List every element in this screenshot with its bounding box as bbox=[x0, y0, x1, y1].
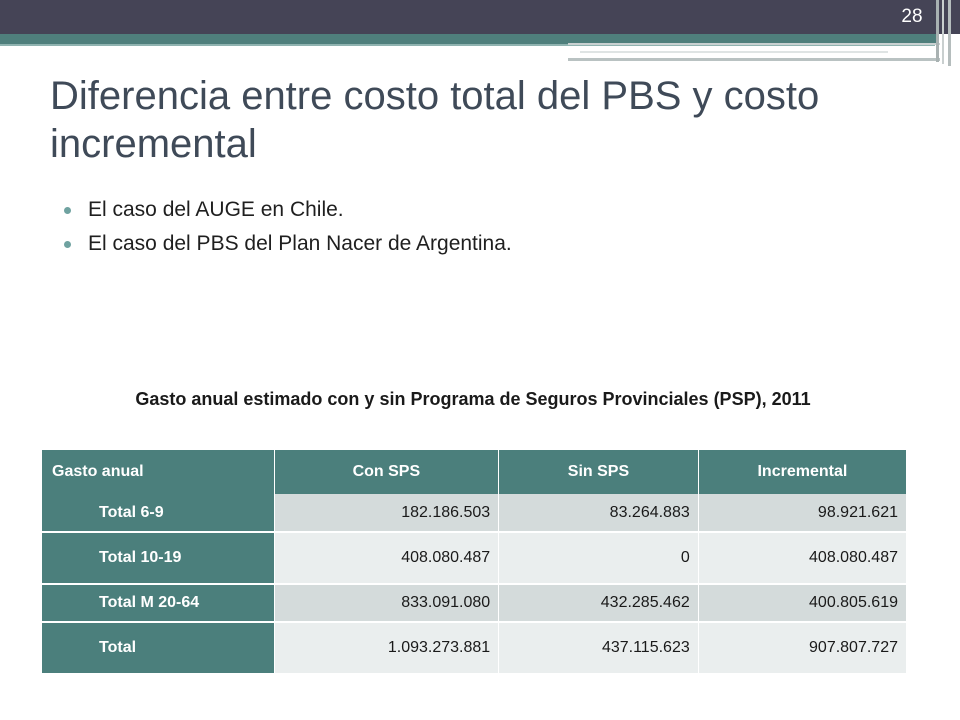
bullet-text: El caso del AUGE en Chile. bbox=[88, 198, 344, 221]
column-header: Gasto anual bbox=[42, 450, 275, 494]
table-cell: 833.091.080 bbox=[274, 584, 500, 623]
decor-band-thin bbox=[0, 44, 935, 46]
bullet-icon bbox=[64, 207, 71, 214]
data-table: Gasto anual Con SPS Sin SPS Incremental … bbox=[42, 450, 906, 675]
table-cell: 400.805.619 bbox=[698, 584, 906, 623]
bullet-list: El caso del AUGE en Chile. El caso del P… bbox=[60, 194, 512, 262]
table-cell: 408.080.487 bbox=[698, 532, 906, 585]
table-cell: 907.807.727 bbox=[698, 622, 906, 675]
bullet-item: El caso del AUGE en Chile. bbox=[60, 194, 512, 226]
decor-vline bbox=[936, 0, 939, 62]
table-cell: 437.115.623 bbox=[498, 622, 699, 675]
row-label: Total bbox=[42, 622, 275, 675]
row-label: Total M 20-64 bbox=[42, 584, 275, 623]
bullet-icon bbox=[64, 241, 71, 248]
decor-band bbox=[0, 34, 936, 44]
column-header: Sin SPS bbox=[498, 450, 699, 494]
row-label: Total 10-19 bbox=[42, 532, 275, 585]
table-cell: 83.264.883 bbox=[498, 494, 699, 533]
table-header-row: Gasto anual Con SPS Sin SPS Incremental bbox=[42, 450, 906, 494]
table-cell: 98.921.621 bbox=[698, 494, 906, 533]
column-header: Incremental bbox=[698, 450, 906, 494]
table-row: Total 6-9 182.186.503 83.264.883 98.921.… bbox=[42, 494, 906, 533]
slide-title: Diferencia entre costo total del PBS y c… bbox=[50, 74, 820, 166]
decor-line bbox=[568, 58, 940, 61]
table-row: Total 1.093.273.881 437.115.623 907.807.… bbox=[42, 622, 906, 675]
table-cell: 0 bbox=[498, 532, 699, 585]
column-header: Con SPS bbox=[274, 450, 500, 494]
decor-line bbox=[568, 43, 940, 45]
slide-number: 28 bbox=[901, 6, 923, 27]
decor-line bbox=[580, 51, 888, 53]
table-caption: Gasto anual estimado con y sin Programa … bbox=[135, 389, 811, 409]
table-row: Total 10-19 408.080.487 0 408.080.487 bbox=[42, 532, 906, 585]
decor-vline bbox=[942, 0, 944, 64]
bullet-item: El caso del PBS del Plan Nacer de Argent… bbox=[60, 228, 512, 260]
row-label: Total 6-9 bbox=[42, 494, 275, 533]
top-bar bbox=[0, 0, 960, 34]
table-cell: 1.093.273.881 bbox=[274, 622, 500, 675]
table-cell: 432.285.462 bbox=[498, 584, 699, 623]
table-cell: 182.186.503 bbox=[274, 494, 500, 533]
table-cell: 408.080.487 bbox=[274, 532, 500, 585]
decor-vline bbox=[948, 0, 951, 66]
bullet-text: El caso del PBS del Plan Nacer de Argent… bbox=[88, 232, 512, 255]
table-row: Total M 20-64 833.091.080 432.285.462 40… bbox=[42, 584, 906, 623]
